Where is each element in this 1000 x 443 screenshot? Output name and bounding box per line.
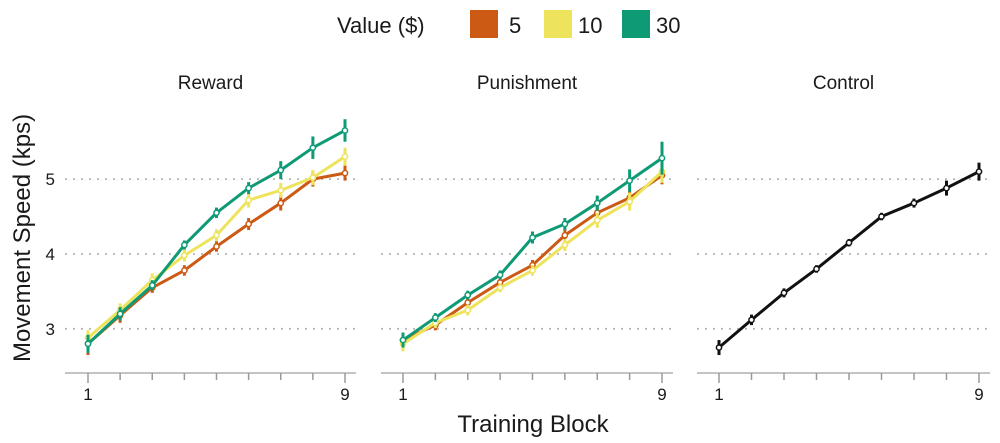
point-reward-30-2 — [116, 310, 124, 318]
point-control-control-8 — [943, 184, 950, 192]
x-tick-label-control-1: 1 — [714, 385, 723, 404]
point-reward-10-8 — [309, 174, 317, 181]
x-tick-label-punishment-9: 9 — [657, 385, 666, 404]
y-tick-label-3: 3 — [46, 320, 55, 339]
point-control-control-6 — [878, 213, 885, 220]
series-reward-30 — [84, 119, 349, 353]
legend-label-10: 10 — [578, 13, 602, 38]
y-tick-label-4: 4 — [46, 245, 55, 264]
point-punishment-10-5 — [529, 267, 536, 274]
panel-title-punishment: Punishment — [477, 73, 578, 94]
legend: Value ($) 5 10 30 — [337, 10, 680, 38]
point-control-control-4 — [813, 265, 820, 273]
point-punishment-10-8 — [626, 198, 633, 205]
point-reward-5-7 — [277, 199, 285, 207]
panel-title-control: Control — [813, 73, 874, 94]
point-punishment-10-7 — [593, 216, 601, 224]
panel-reward: Reward 1 9 — [65, 73, 356, 404]
point-punishment-30-2 — [432, 314, 439, 321]
point-punishment-30-3 — [464, 291, 472, 299]
point-control-control-7 — [910, 199, 918, 207]
y-axis-label: Movement Speed (kps) — [9, 114, 36, 362]
x-axis-label: Training Block — [457, 411, 609, 438]
point-reward-30-7 — [277, 166, 285, 174]
point-punishment-10-4 — [496, 284, 504, 292]
point-punishment-30-7 — [593, 199, 601, 207]
point-control-control-3 — [780, 289, 788, 297]
point-reward-10-9 — [341, 153, 349, 161]
point-control-control-2 — [748, 316, 755, 324]
point-punishment-30-8 — [626, 177, 633, 184]
point-reward-30-6 — [245, 184, 252, 192]
point-punishment-5-3 — [464, 299, 472, 306]
y-tick-label-5: 5 — [46, 170, 55, 189]
x-tick-label-reward-9: 9 — [340, 385, 349, 404]
point-reward-30-8 — [309, 144, 317, 152]
point-reward-30-4 — [181, 241, 188, 249]
point-control-control-5 — [845, 239, 853, 247]
point-reward-10-4 — [181, 252, 188, 259]
line-punishment-10 — [402, 170, 664, 346]
series-punishment-10 — [399, 160, 666, 352]
legend-title: Value ($) — [337, 13, 425, 38]
point-control-control-1 — [715, 344, 723, 351]
panel-control: Control 1 9 — [697, 73, 990, 404]
point-reward-5-9 — [341, 169, 349, 177]
point-punishment-30-4 — [496, 271, 504, 279]
point-reward-5-4 — [181, 267, 188, 274]
point-reward-30-1 — [84, 340, 92, 348]
legend-label-5: 5 — [509, 13, 521, 38]
legend-swatch-10 — [544, 10, 572, 38]
line-control-control — [718, 170, 980, 349]
point-reward-10-5 — [213, 231, 220, 239]
line-punishment-5 — [402, 174, 663, 342]
point-punishment-10-6 — [561, 241, 569, 249]
point-punishment-30-1 — [399, 336, 407, 344]
y-tick-labels: 3 4 5 — [46, 170, 55, 339]
x-tick-label-punishment-1: 1 — [398, 385, 407, 404]
legend-swatch-30 — [622, 10, 650, 38]
point-reward-5-6 — [245, 220, 252, 228]
point-reward-30-5 — [213, 209, 220, 217]
legend-swatch-5 — [470, 10, 498, 38]
line-reward-5 — [87, 171, 346, 345]
point-punishment-30-6 — [561, 220, 569, 228]
point-punishment-30-9 — [658, 154, 666, 162]
legend-items: 5 10 30 — [470, 10, 680, 38]
line-punishment-30 — [402, 156, 663, 342]
series-punishment-30 — [399, 141, 666, 348]
legend-label-30: 30 — [656, 13, 680, 38]
panel-title-reward: Reward — [178, 73, 243, 94]
point-reward-10-6 — [245, 196, 252, 204]
x-tick-label-control-9: 9 — [974, 385, 983, 404]
point-reward-30-9 — [341, 127, 349, 134]
point-control-control-9 — [975, 168, 983, 175]
series-control-control — [715, 162, 983, 356]
x-tick-label-reward-1: 1 — [83, 385, 92, 404]
point-punishment-10-3 — [464, 306, 472, 314]
panel-punishment: Punishment 1 9 — [381, 73, 673, 404]
point-reward-5-5 — [213, 243, 220, 250]
point-reward-30-3 — [148, 282, 156, 289]
series-reward-5 — [84, 165, 349, 356]
point-punishment-30-5 — [529, 234, 536, 241]
panels: Reward 1 9 Punishment 1 9 Control 1 9 3 4 5 — [46, 73, 990, 404]
point-reward-10-7 — [277, 186, 285, 194]
point-punishment-5-6 — [561, 231, 569, 239]
